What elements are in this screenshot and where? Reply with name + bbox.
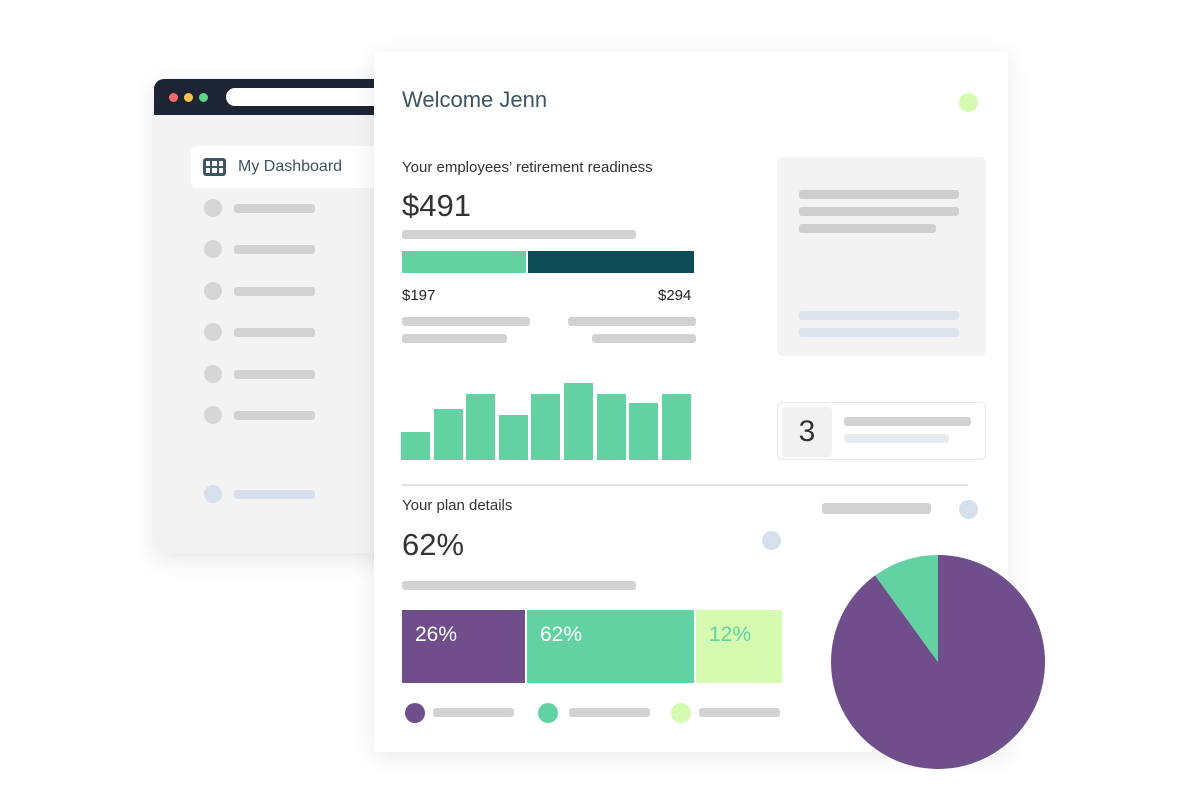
sidebar-item-icon — [204, 406, 222, 424]
dashboard-grid-icon — [203, 158, 226, 176]
text-placeholder — [592, 334, 696, 343]
histogram-chart — [400, 380, 692, 460]
sidebar-item-placeholder[interactable] — [204, 323, 324, 341]
legend-swatch-purple — [405, 703, 425, 723]
text-placeholder — [844, 417, 971, 426]
histogram-bar — [564, 383, 593, 460]
maximize-window-icon[interactable] — [199, 93, 208, 102]
plan-percent: 62% — [402, 527, 465, 562]
sidebar-item-icon — [204, 282, 222, 300]
sidebar-item-label-placeholder — [234, 490, 315, 499]
sidebar-item-label-placeholder — [234, 411, 315, 420]
plan-segment-3: 12% — [696, 610, 782, 683]
plan-pie-chart — [831, 555, 1045, 769]
readiness-bar-right — [528, 251, 694, 273]
minimize-window-icon[interactable] — [184, 93, 193, 102]
legend-swatch-lime — [671, 703, 691, 723]
close-window-icon[interactable] — [169, 93, 178, 102]
sidebar-item-label-placeholder — [234, 245, 315, 254]
status-indicator — [959, 93, 978, 112]
plan-segment-1: 26% — [402, 610, 525, 683]
text-placeholder — [402, 581, 636, 590]
histogram-bar — [596, 394, 626, 460]
sidebar-item-icon — [204, 240, 222, 258]
readiness-right-value: $294 — [658, 287, 692, 304]
sidebar-item-icon — [204, 365, 222, 383]
plan-segment-2: 62% — [527, 610, 694, 683]
text-placeholder — [568, 317, 696, 326]
sidebar-item-placeholder[interactable] — [204, 240, 324, 258]
pie-slice — [875, 555, 938, 662]
histogram-bar — [629, 403, 659, 460]
sidebar-item-placeholder[interactable] — [204, 199, 324, 217]
text-placeholder — [799, 224, 936, 233]
histogram-bar — [466, 394, 496, 460]
histogram-bar — [661, 394, 691, 460]
sidebar-item-label-placeholder — [234, 204, 315, 213]
counter-value: 3 — [782, 407, 832, 457]
dashboard-card: Welcome Jenn Your employees’ retirement … — [374, 52, 1008, 752]
legend-label-placeholder — [569, 708, 650, 717]
histogram-bar — [433, 409, 463, 460]
readiness-bar-left — [402, 251, 526, 273]
plan-info-dot — [762, 531, 781, 550]
page-title: Welcome Jenn — [402, 87, 548, 112]
histogram-bar — [498, 415, 528, 460]
text-placeholder — [799, 207, 959, 216]
histogram-bar — [531, 394, 561, 460]
text-placeholder — [799, 328, 959, 337]
text-placeholder — [402, 334, 507, 343]
sidebar-item-placeholder[interactable] — [204, 365, 324, 383]
text-placeholder — [822, 503, 931, 514]
readiness-left-value: $197 — [402, 287, 436, 304]
sidebar-item-icon — [204, 199, 222, 217]
sidebar-item-label-placeholder — [234, 370, 315, 379]
plan-info-dot — [959, 500, 978, 519]
sidebar-item-label: My Dashboard — [238, 158, 343, 175]
text-placeholder — [844, 434, 949, 443]
text-placeholder — [799, 311, 959, 320]
text-placeholder — [402, 317, 530, 326]
legend-label-placeholder — [699, 708, 780, 717]
counter-card[interactable]: 3 — [777, 402, 986, 460]
histogram-bar — [401, 432, 430, 460]
plan-title: Your plan details — [402, 497, 513, 514]
sidebar-item-label-placeholder — [234, 287, 315, 296]
text-placeholder — [799, 190, 959, 199]
legend-swatch-green — [538, 703, 558, 723]
text-placeholder — [402, 230, 636, 239]
readiness-title: Your employees’ retirement readiness — [402, 159, 653, 176]
legend-label-placeholder — [433, 708, 514, 717]
readiness-total: $491 — [402, 188, 471, 223]
sidebar-item-placeholder[interactable] — [204, 406, 324, 424]
sidebar-item-placeholder[interactable] — [204, 282, 324, 300]
info-panel — [777, 157, 986, 356]
sidebar-item-placeholder[interactable] — [204, 485, 324, 503]
section-divider — [402, 484, 968, 486]
sidebar-item-icon — [204, 323, 222, 341]
sidebar-item-icon — [204, 485, 222, 503]
sidebar-item-label-placeholder — [234, 328, 315, 337]
